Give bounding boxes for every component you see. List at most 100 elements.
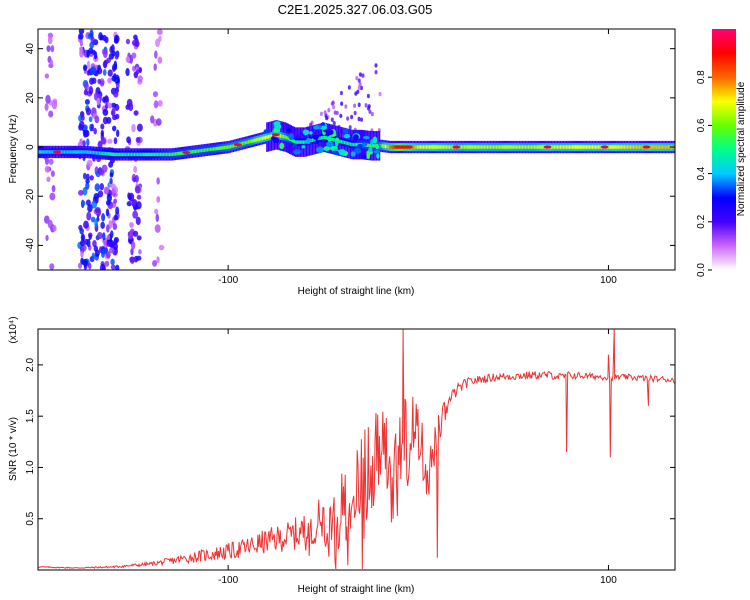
spectrogram-cell [372, 136, 378, 144]
spectrogram-cell [107, 138, 113, 144]
spectrogram-cell [72, 150, 75, 154]
spectrogram-cell [350, 151, 356, 157]
spectrogram-peak [642, 145, 651, 149]
spectrogram-cell [100, 221, 105, 229]
spectrogram-cell [596, 145, 598, 149]
spectrogram-cell [84, 238, 89, 246]
spectrogram-cell [78, 29, 85, 35]
spectrogram-cell [109, 152, 111, 156]
spectrogram-cell [608, 145, 610, 149]
spectrogram-cell [418, 145, 420, 149]
spectrogram-cell [113, 38, 119, 44]
spectrogram-cell [392, 145, 394, 149]
spectrogram-cell [340, 101, 344, 106]
spectrogram-cell [349, 142, 352, 146]
spectrogram-peak [543, 145, 552, 149]
spectrogram-cell [78, 262, 82, 269]
spectrogram-cell [532, 145, 534, 149]
spectrogram-cell [501, 145, 504, 149]
spectrogram-cell [555, 145, 557, 149]
spectrogram-cell [447, 145, 449, 149]
spectrogram-cell [108, 247, 115, 254]
spectrogram-cell [154, 224, 161, 233]
spectrogram-cell [313, 125, 320, 130]
spectrogram-cell [77, 150, 80, 154]
spectrogram-cell [301, 140, 303, 144]
spectrogram-cell [302, 129, 310, 136]
spectrogram-cell [315, 139, 320, 144]
spectrogram-cell [111, 107, 116, 117]
spectrogram-cell [322, 135, 324, 140]
spectrogram-cell [229, 144, 232, 149]
spectrogram-cell [362, 135, 370, 140]
spectrogram-cell [45, 150, 48, 154]
spectrogram-cell [338, 148, 346, 156]
spectrogram-cell [89, 150, 92, 155]
spectrogram-cell [87, 204, 93, 213]
spectrogram-cell [133, 110, 139, 116]
spectrogram-cell [357, 85, 361, 90]
spectrogram-cell [96, 97, 101, 106]
spectrogram-cell [287, 136, 289, 141]
spectrogram-cell [372, 144, 375, 148]
spectrogram-cell [118, 152, 121, 157]
spectrogram-cell [353, 148, 362, 155]
spectrogram-cell [415, 145, 417, 149]
spectrogram-cell [93, 127, 97, 135]
spectrogram-cell [476, 145, 478, 149]
spectrogram-cell [252, 139, 254, 143]
spectrogram-cell [38, 150, 40, 154]
spectrogram-cell [661, 145, 664, 149]
spectrogram-cell [95, 151, 98, 155]
spectrogram-cell [638, 145, 641, 149]
spectrogram-cell [50, 150, 52, 154]
spectrogram-cell [205, 148, 207, 152]
spectrogram-cell [214, 147, 216, 151]
spectrogram-cell [80, 150, 83, 154]
spectrogram-cell [325, 141, 334, 147]
spectrogram-cell [323, 146, 331, 151]
spectrogram-cell [346, 116, 350, 121]
colorbar-tick-label: 0.4 [696, 166, 707, 180]
spectrogram-cell [132, 176, 137, 183]
spectrogram-cell [102, 108, 109, 116]
spectrogram-cell [439, 145, 442, 149]
spectrogram-cell [104, 95, 109, 103]
spectrogram-cell [468, 145, 470, 149]
spectrogram-cell [155, 213, 159, 223]
snr-series-line [38, 329, 675, 570]
spectrogram-cell [428, 145, 431, 149]
spectrogram-cell [370, 139, 374, 146]
spectrogram-cell [488, 145, 490, 149]
spectrogram-cell [509, 145, 512, 149]
spectrogram-cell [48, 110, 54, 118]
spectrogram-cell [88, 86, 94, 95]
spectrogram-cell [360, 117, 364, 122]
spectrogram-cell [635, 145, 638, 149]
spectrogram-cell [101, 264, 106, 270]
spectrogram-cell [564, 145, 566, 149]
spectrogram-cell [331, 137, 334, 142]
spectrogram-cell [593, 145, 595, 149]
spectrogram-cell [474, 145, 477, 149]
spectrogram-cell [206, 148, 209, 152]
spectrogram-cell [203, 148, 206, 152]
spectrogram-cell [97, 78, 102, 85]
spectrogram-cell [47, 219, 53, 229]
spectrogram-cell [517, 145, 519, 149]
spectrogram-cell [473, 145, 475, 149]
spectrogram-cell [219, 146, 221, 150]
spectrogram-cell [74, 150, 77, 154]
spectrogram-cell [161, 152, 163, 157]
spectrogram-ylabel: Frequency (Hz) [8, 115, 19, 184]
spectrogram-cell [101, 213, 106, 222]
spectrogram-cell [89, 29, 94, 38]
spectrogram-cell [358, 82, 362, 87]
colorbar-tick-label: 0.0 [696, 263, 707, 277]
spectrogram-cell [274, 123, 282, 130]
spectrogram-cell [357, 78, 361, 83]
spectrogram-cell [191, 150, 194, 154]
spectrogram-cell [568, 145, 571, 149]
